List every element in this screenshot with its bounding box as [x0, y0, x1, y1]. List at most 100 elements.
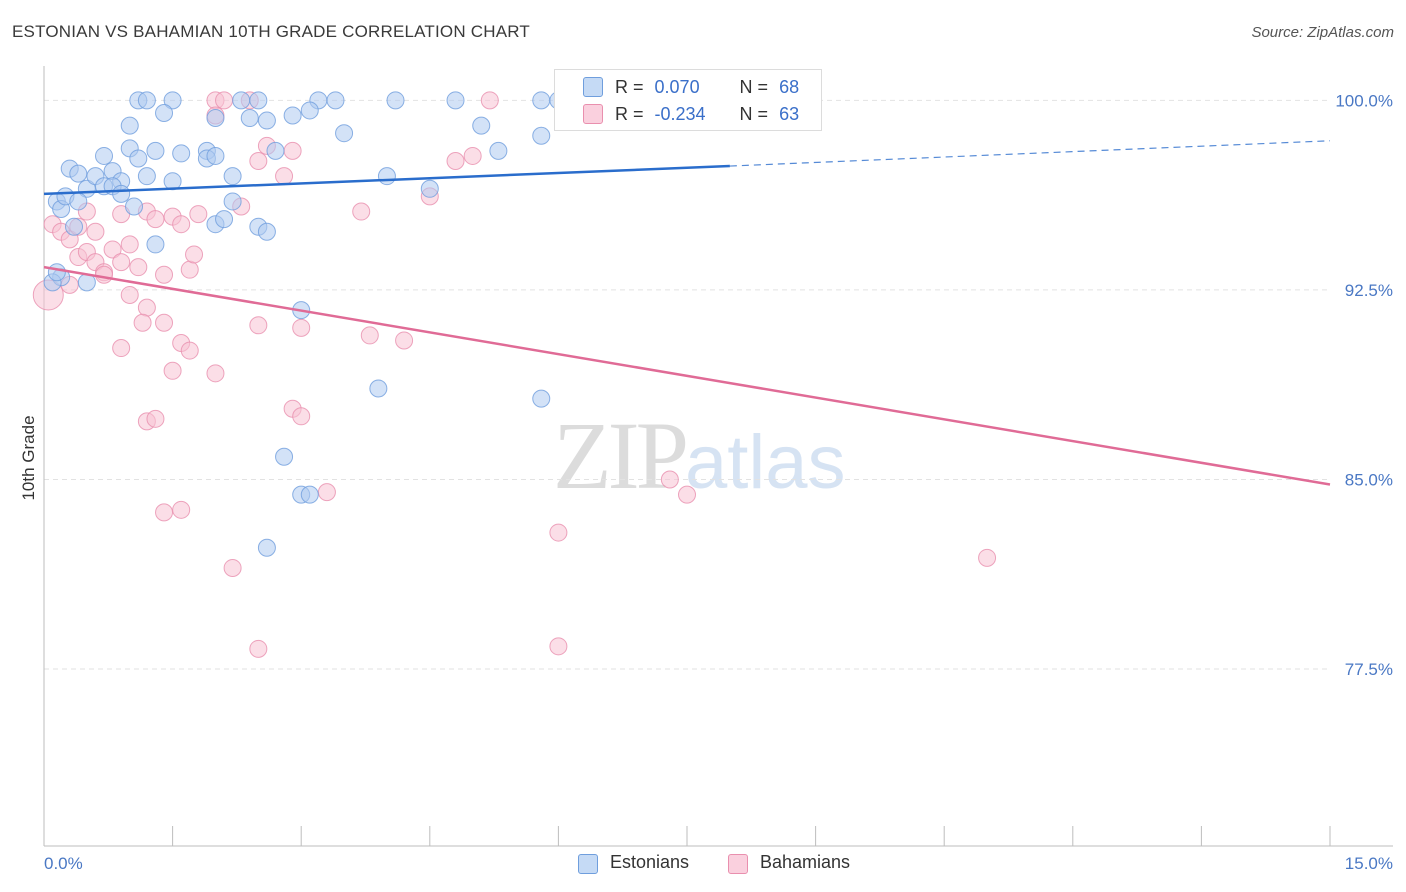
- bahamians-point-47: [360, 326, 379, 345]
- estonians-r-label: R =: [615, 77, 644, 97]
- y-tick-label-0: 100.0%: [1335, 91, 1393, 110]
- estonians-point-60: [300, 485, 319, 504]
- estonians-point-61: [257, 538, 276, 557]
- estonians-point-29: [223, 167, 242, 186]
- bahamians-point-33: [86, 222, 105, 241]
- estonians-point-2: [163, 91, 182, 110]
- bahamians-point-36: [180, 260, 199, 279]
- y-tick-label-1: 92.5%: [1345, 281, 1393, 300]
- bahamians-point-59: [133, 313, 152, 332]
- estonians-point-41: [69, 192, 88, 211]
- axis-labels: 100.0% 92.5% 85.0% 77.5% 0.0% 15.0% 10th Grade: [19, 91, 1393, 873]
- bahamians-swatch: [583, 104, 603, 124]
- estonians-point-35: [223, 192, 242, 211]
- bahamians-point-35: [155, 265, 174, 284]
- bahamians-point-61: [678, 485, 696, 504]
- bahamians-legend-swatch: [728, 854, 748, 874]
- bahamians-trend-line: [43, 265, 1331, 486]
- estonians-point-64: [489, 141, 508, 160]
- bahamians-point-13: [352, 202, 371, 221]
- bahamians-point-64: [249, 639, 268, 658]
- estonians-point-58: [275, 447, 294, 466]
- estonians-point-25: [206, 109, 225, 128]
- estonians-point-33: [300, 101, 319, 120]
- stats-legend: R = 0.070 N = 68 R = -0.234 N = 63: [554, 69, 822, 131]
- estonians-points: [43, 91, 671, 557]
- y-axis-title: 10th Grade: [19, 415, 38, 500]
- bahamians-n-value: 63: [779, 104, 800, 124]
- bahamians-point-29: [172, 215, 191, 234]
- bahamians-point-25: [129, 258, 148, 277]
- bahamians-point-58: [172, 500, 191, 519]
- bahamians-point-53: [292, 407, 311, 426]
- estonians-point-48: [206, 146, 225, 165]
- estonians-point-6: [326, 91, 345, 110]
- bahamians-point-22: [103, 240, 122, 259]
- estonians-point-15: [95, 146, 114, 165]
- estonians-point-23: [172, 144, 191, 163]
- bahamians-point-10: [446, 151, 465, 170]
- bahamians-point-55: [146, 409, 165, 428]
- bahamians-point-39: [95, 265, 114, 284]
- estonians-swatch: [583, 77, 603, 97]
- estonians-legend-label: Estonians: [610, 852, 690, 872]
- estonians-point-34: [335, 124, 354, 143]
- estonians-point-9: [532, 91, 551, 110]
- estonians-n-value: 68: [779, 77, 800, 97]
- bahamians-point-65: [549, 637, 568, 656]
- bahamians-point-44: [180, 341, 199, 360]
- estonians-point-65: [532, 126, 551, 145]
- estonians-point-26: [120, 116, 139, 135]
- estonians-point-56: [369, 379, 388, 398]
- estonians-point-32: [283, 106, 302, 125]
- estonians-trend-line: [43, 164, 730, 196]
- estonians-point-7: [386, 91, 405, 110]
- bahamians-point-45: [249, 316, 268, 335]
- estonians-point-47: [146, 235, 165, 254]
- estonians-legend-swatch: [578, 854, 598, 874]
- estonians-n-label: N =: [739, 77, 769, 97]
- bahamians-point-60: [660, 470, 679, 489]
- bahamians-point-23: [112, 253, 131, 272]
- estonians-point-67: [472, 116, 491, 135]
- estonians-point-46: [125, 197, 144, 216]
- estonians-point-27: [155, 103, 174, 122]
- bahamians-point-41: [137, 298, 156, 317]
- watermark-atlas: atlas: [685, 420, 846, 505]
- estonians-point-49: [215, 210, 234, 229]
- bahamians-point-1: [215, 91, 234, 110]
- bahamians-point-48: [395, 331, 414, 350]
- bahamians-legend-label: Bahamians: [760, 852, 851, 872]
- bahamians-r-label: R =: [615, 104, 644, 124]
- y-tick-label-2: 85.0%: [1345, 470, 1393, 489]
- estonians-point-1: [137, 91, 156, 110]
- estonians-point-57: [532, 389, 551, 408]
- bahamians-n-label: N =: [739, 104, 769, 124]
- bahamians-point-46: [292, 318, 311, 337]
- estonians-trend-extension: [729, 140, 1331, 167]
- estonians-point-20: [137, 167, 156, 186]
- estonians-point-19: [129, 149, 148, 168]
- estonians-point-62: [377, 167, 396, 186]
- bahamians-point-49: [112, 339, 131, 358]
- bahamians-point-40: [120, 285, 139, 304]
- chart-title: ESTONIAN VS BAHAMIAN 10TH GRADE CORRELAT…: [12, 22, 531, 41]
- watermark-zip: ZIP: [553, 402, 689, 509]
- bahamians-point-66: [978, 548, 997, 567]
- bahamians-point-63: [223, 558, 242, 577]
- trend-lines: [43, 140, 1331, 486]
- bahamians-point-8: [283, 141, 302, 160]
- bahamians-point-62: [549, 523, 568, 542]
- bahamians-point-24: [120, 235, 139, 254]
- bahamians-point-50: [163, 361, 182, 380]
- estonians-r-value: 0.070: [654, 77, 700, 97]
- bahamians-point-3: [480, 91, 499, 110]
- bahamians-point-7: [249, 151, 268, 170]
- bahamians-point-56: [317, 483, 336, 502]
- axes: [43, 66, 1393, 847]
- y-tick-label-3: 77.5%: [1345, 660, 1393, 679]
- bahamians-point-37: [185, 245, 204, 264]
- bahamians-point-57: [155, 503, 174, 522]
- estonians-point-50: [257, 222, 276, 241]
